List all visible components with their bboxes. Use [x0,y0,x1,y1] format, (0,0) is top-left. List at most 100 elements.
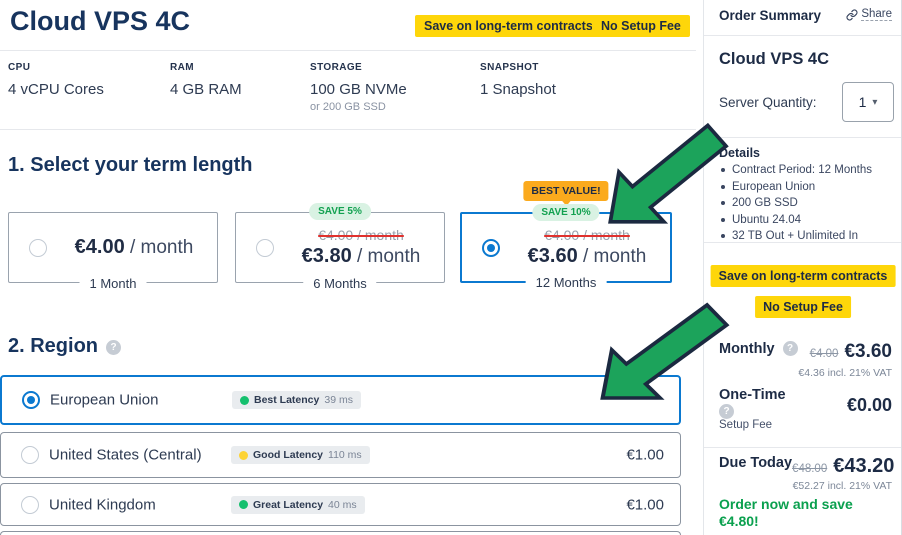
radio-selected[interactable] [22,391,40,409]
radio-selected[interactable] [482,238,500,257]
old-price: €4.00 / month [544,227,630,243]
region-option-us-central[interactable]: United States (Central) Good Latency 110… [0,432,681,478]
price-amount: €4.00 [74,236,125,258]
spec-snapshot: SNAPSHOT 1 Snapshot [480,62,556,98]
order-summary-title: Order Summary [719,8,822,23]
term-duration-label: 1 Month [79,276,147,291]
link-icon [846,9,858,20]
latency-badge: Good Latency 110 ms [231,446,370,464]
price-per: / month [577,246,647,267]
region-section-heading: 2. Region [8,335,122,358]
no-setup-fee-badge: No Setup Fee [755,296,851,318]
details-heading: Details [719,146,760,160]
spec-label: RAM [170,62,194,73]
spec-value: 1 Snapshot [480,81,556,98]
region-heading-text: 2. Region [8,335,99,357]
spec-subvalue: or 200 GB SSD [310,101,386,113]
details-list: Contract Period: 12 Months European Unio… [719,162,892,245]
help-icon[interactable] [782,341,798,356]
page-title: Cloud VPS 4C [10,6,191,36]
region-price: €1.00 [626,446,664,464]
summary-product-name: Cloud VPS 4C [719,50,830,68]
divider [704,242,901,243]
region-price: €1.00 [626,496,664,513]
term-price-block: €4.00 / month €3.80 / month [284,213,438,282]
term-option-1-month[interactable]: €4.00 / month 1 Month [8,212,218,291]
monthly-price-row: Monthly €4.00 €3.60 [719,341,892,363]
detail-item: 32 TB Out + Unlimited In [719,228,892,245]
monthly-old-price: €4.00 [809,348,839,360]
term-duration-label: 12 Months [525,275,607,290]
quantity-value: 1 [858,94,867,110]
save-badge: SAVE 5% [309,203,371,220]
spec-value: 4 GB RAM [170,81,242,98]
server-quantity-dropdown[interactable]: 1 ▾ [842,82,894,122]
server-quantity-label: Server Quantity: [719,95,817,110]
onetime-label: One-Time [719,387,786,403]
latency-dot-icon [239,450,248,460]
product-config-panel: Cloud VPS 4C Save on long-term contracts… [0,0,700,535]
latency-value: 110 ms [328,449,362,461]
spec-value: 4 vCPU Cores [8,81,104,98]
region-option-uk[interactable]: United Kingdom Great Latency 40 ms €1.00 [0,483,681,526]
latency-dot-icon [240,395,249,405]
latency-label: Good Latency [253,449,324,461]
monthly-label-text: Monthly [719,341,775,357]
due-vat-note: €52.27 incl. 21% VAT [792,480,892,492]
region-option-eu[interactable]: European Union Best Latency 39 ms [0,375,681,425]
spec-value: 100 GB NVMe [310,81,407,98]
latency-badge: Best Latency 39 ms [232,391,361,409]
price-per: / month [351,246,421,267]
old-price: €4.00 / month [318,227,404,243]
due-old-price: €48.00 [792,463,828,475]
save-badge: SAVE 10% [532,204,600,221]
due-price: €43.20 [833,455,895,477]
divider [0,50,696,51]
latency-value: 39 ms [324,394,353,406]
long-term-badge: Save on long-term contracts [710,265,896,287]
detail-item: European Union [719,179,892,196]
latency-label: Great Latency [253,498,324,511]
term-section-heading: 1. Select your term length [8,154,253,176]
radio-unselected[interactable] [256,238,274,257]
detail-item: Contract Period: 12 Months [719,162,892,179]
price-amount: €3.80 [301,245,352,267]
radio-unselected[interactable] [29,238,47,257]
region-name: United Kingdom [49,496,156,513]
spec-storage: STORAGE 100 GB NVMe or 200 GB SSD [310,62,407,113]
share-label: Share [861,8,892,21]
help-icon[interactable] [719,404,734,419]
monthly-price: €3.60 [844,341,892,362]
long-term-badge: Save on long-term contracts [415,15,602,37]
due-today-label: Due Today [719,455,793,471]
savings-note: Order now and save €4.80! [719,496,853,529]
region-option-partial[interactable] [0,531,681,535]
divider [704,35,901,36]
help-icon[interactable] [106,340,122,355]
region-name: United States (Central) [49,446,202,464]
latency-value: 40 ms [328,498,357,511]
detail-item: 200 GB SSD [719,195,892,212]
term-option-6-months[interactable]: SAVE 5% €4.00 / month €3.80 / month 6 Mo… [235,203,445,291]
radio-unselected[interactable] [21,446,39,464]
monthly-label: Monthly [719,341,798,357]
price-per: / month [124,237,194,258]
term-price: €4.00 / month [75,236,194,259]
radio-unselected[interactable] [21,495,39,514]
spec-label: SNAPSHOT [480,62,539,73]
term-option-12-months[interactable]: BEST VALUE! SAVE 10% €4.00 / month €3.60… [460,181,672,290]
spec-label: CPU [8,62,31,73]
divider [704,137,901,138]
term-price-block: €4.00 / month [57,213,211,282]
term-price-block: €4.00 / month €3.60 / month [510,214,664,281]
detail-item: Ubuntu 24.04 [719,212,892,229]
no-setup-fee-badge: No Setup Fee [592,15,690,37]
price-amount: €3.60 [527,245,578,267]
spec-ram: RAM 4 GB RAM [170,62,242,98]
setup-fee-label: Setup Fee [719,419,773,431]
chevron-down-icon: ▾ [872,96,878,108]
share-link[interactable]: Share [846,8,892,21]
region-name: European Union [50,391,159,409]
spec-cpu: CPU 4 vCPU Cores [8,62,104,98]
